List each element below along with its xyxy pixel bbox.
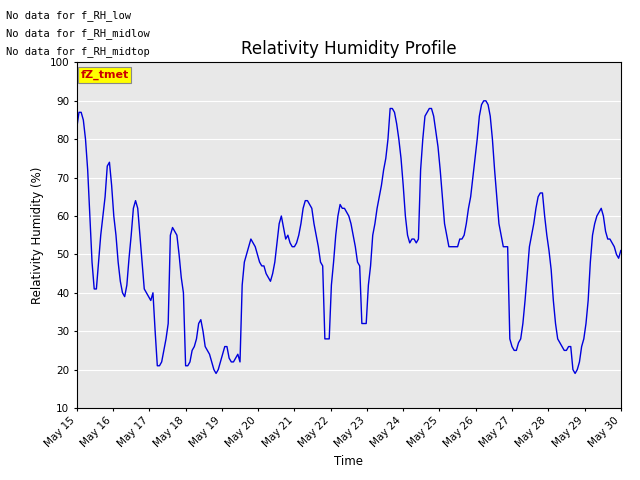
Text: fZ_tmet: fZ_tmet [81, 70, 129, 80]
Title: Relativity Humidity Profile: Relativity Humidity Profile [241, 40, 456, 58]
Text: No data for f_RH_low: No data for f_RH_low [6, 10, 131, 21]
X-axis label: Time: Time [334, 455, 364, 468]
Y-axis label: Relativity Humidity (%): Relativity Humidity (%) [31, 167, 44, 304]
Text: No data for f_RH_midtop: No data for f_RH_midtop [6, 46, 150, 57]
Text: No data for f_RH_midlow: No data for f_RH_midlow [6, 28, 150, 39]
